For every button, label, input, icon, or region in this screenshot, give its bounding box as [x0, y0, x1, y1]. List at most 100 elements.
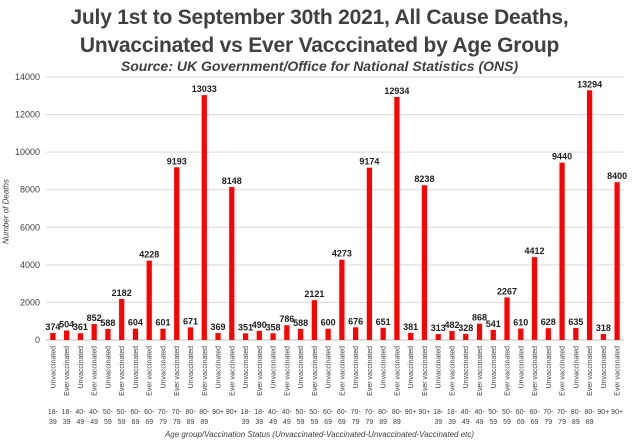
y-tick-label: 4000 [20, 260, 40, 270]
x-tick-age: 50-59 [502, 409, 513, 426]
x-tick-age: 80-89 [378, 409, 389, 426]
data-label: 671 [183, 316, 198, 326]
x-tick-age: 18-39 [254, 409, 265, 426]
data-label: 2121 [304, 289, 324, 299]
x-tick-age: 70-79 [158, 409, 169, 426]
x-tick-age: 18-39 [48, 409, 59, 426]
bar [531, 257, 538, 340]
x-tick-status: Unvaccinated [105, 346, 112, 389]
x-tick-status: Unvaccinated [353, 346, 360, 389]
bar [476, 323, 483, 340]
data-label: 588 [293, 318, 308, 328]
x-tick-age: 80-89 [392, 409, 403, 426]
data-label: 13294 [577, 79, 602, 89]
bar [242, 333, 249, 340]
x-tick-status: Unvaccinated [298, 346, 305, 389]
bar [573, 328, 579, 340]
x-tick-status: Ever vaccinated [532, 346, 539, 396]
data-label: 4412 [525, 246, 545, 256]
x-tick-age: 40-49 [474, 409, 485, 426]
x-tick-age: 80-89 [185, 409, 196, 426]
x-tick-age: 18-39 [62, 409, 73, 426]
x-tick-age: 40-49 [75, 409, 86, 426]
bar [394, 97, 400, 340]
x-tick-age: 70-79 [543, 409, 554, 426]
x-tick-status: Unvaccinated [573, 346, 580, 389]
x-tick-age: 90+ [597, 409, 609, 416]
x-tick-status: Ever vaccinated [174, 346, 181, 396]
x-tick-status: Ever vaccinated [394, 346, 401, 396]
x-axis-label: Age group/Vaccination Status (Unvaccinat… [164, 430, 475, 439]
data-label: 374 [45, 322, 60, 332]
x-tick-status: Ever vaccinated [64, 346, 71, 396]
bar [449, 330, 455, 340]
bar [91, 323, 97, 340]
x-tick-age: 80-89 [199, 409, 210, 426]
x-tick-status: Ever vaccinated [339, 346, 346, 396]
data-label: 9193 [167, 156, 187, 166]
data-label: 504 [59, 320, 74, 330]
bar [215, 333, 221, 340]
chart-title-line2: Unvaccinated vs Ever Vacccinated by Age … [79, 34, 560, 57]
data-label: 8238 [414, 174, 434, 184]
x-tick-status: Unvaccinated [491, 346, 498, 389]
data-label: 13033 [192, 84, 217, 94]
x-tick-status: Unvaccinated [243, 346, 250, 389]
bar [325, 328, 331, 340]
x-tick-age: 40-49 [89, 409, 100, 426]
x-tick-status: Ever vaccinated [449, 346, 456, 396]
y-tick-label: 6000 [20, 222, 40, 232]
x-tick-age: 80-89 [571, 409, 582, 426]
data-label: 381 [403, 322, 418, 332]
bar [270, 333, 276, 340]
data-label: 786 [279, 314, 294, 324]
bar [490, 329, 496, 340]
x-tick-age: 60-69 [516, 409, 527, 426]
data-label: 628 [541, 317, 556, 327]
data-label: 600 [321, 318, 336, 328]
x-tick-age: 18-39 [240, 409, 251, 426]
x-tick-status: Ever vaccinated [505, 346, 512, 396]
x-tick-age: 70-79 [172, 409, 183, 426]
x-tick-age: 50-59 [488, 409, 499, 426]
data-label: 369 [211, 322, 226, 332]
bar [518, 328, 524, 340]
bar [421, 185, 428, 340]
x-tick-status: Unvaccinated [188, 346, 195, 389]
x-tick-status: Ever vaccinated [229, 346, 236, 396]
bar [339, 259, 345, 340]
x-tick-age: 60-69 [144, 409, 155, 426]
data-label: 328 [458, 323, 473, 333]
data-label: 4273 [332, 249, 352, 259]
x-tick-status: Ever vaccinated [367, 346, 374, 396]
data-label: 351 [238, 322, 253, 332]
x-tick-status: Ever vaccinated [119, 346, 126, 396]
x-tick-age: 40-49 [268, 409, 279, 426]
bar [64, 330, 70, 340]
x-tick-status: Unvaccinated [160, 346, 167, 389]
y-tick-label: 10000 [15, 147, 40, 157]
x-tick-age: 70-79 [364, 409, 375, 426]
data-label: 361 [73, 322, 88, 332]
bar [50, 332, 56, 340]
y-tick-label: 12000 [15, 110, 40, 120]
x-tick-age: 50-59 [117, 409, 128, 426]
bar [463, 333, 469, 340]
x-tick-age: 60-69 [529, 409, 540, 426]
bar [559, 162, 565, 340]
bar [284, 325, 290, 340]
bar [353, 327, 359, 340]
x-tick-status: Unvaccinated [601, 346, 608, 389]
bar [201, 95, 207, 340]
x-tick-age: 70-79 [351, 409, 362, 426]
bar [600, 334, 606, 340]
x-tick-age: 60-69 [323, 409, 334, 426]
x-tick-age: 60-69 [130, 409, 141, 426]
data-label: 588 [100, 318, 115, 328]
bar [132, 328, 139, 340]
bar [614, 182, 620, 340]
y-tick-label: 8000 [20, 185, 40, 195]
x-tick-age: 60-69 [337, 409, 348, 426]
x-tick-status: Unvaccinated [133, 346, 140, 389]
data-label: 8400 [607, 171, 627, 181]
